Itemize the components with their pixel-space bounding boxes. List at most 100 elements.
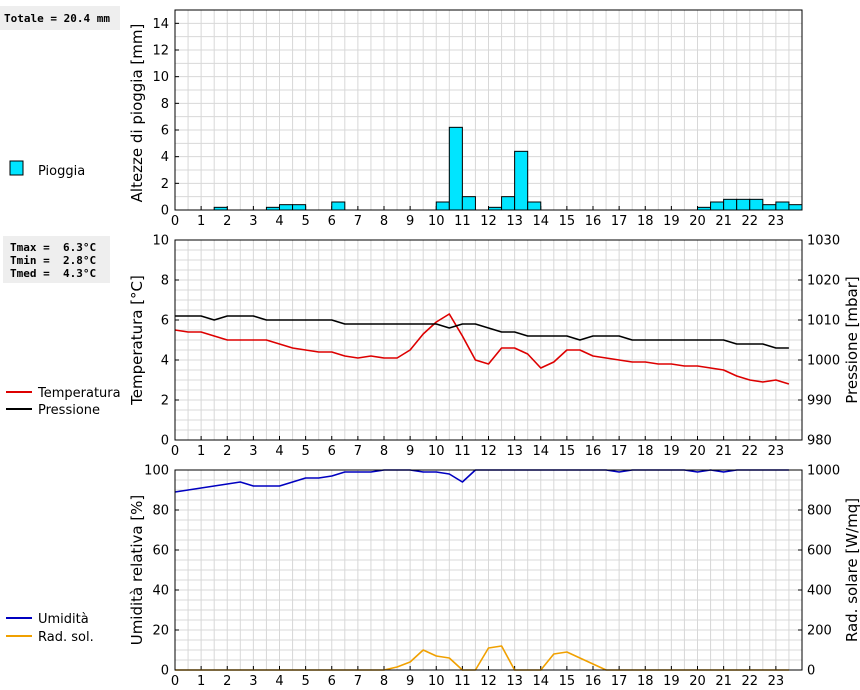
rain-bar bbox=[461, 196, 476, 211]
rain-xtick-label: 18 bbox=[637, 214, 654, 229]
humidity-y-axis-title: Umidità relativa [%] bbox=[128, 495, 146, 646]
rain-xtick-label: 8 bbox=[380, 214, 388, 229]
temp-xtick-label: 22 bbox=[741, 444, 758, 459]
rain-bar bbox=[762, 204, 777, 211]
humidity-solar-panel: Umidità relativa [%] Rad. solare [W/mq] … bbox=[128, 464, 860, 690]
hum-xtick-label: 11 bbox=[454, 674, 471, 689]
rain-bar bbox=[736, 198, 751, 211]
rain-bar bbox=[788, 204, 803, 211]
rain-bar bbox=[448, 126, 463, 211]
solar-y-axis-title: Rad. solare [W/mq] bbox=[843, 498, 860, 642]
temp-xtick-label: 11 bbox=[454, 444, 471, 459]
rain-bar bbox=[501, 196, 516, 211]
rain-xtick-label: 15 bbox=[559, 214, 576, 229]
rain-bar bbox=[514, 150, 529, 211]
temp-ytick-label: 0 bbox=[161, 434, 169, 449]
legend-rain-label: Pioggia bbox=[38, 164, 85, 179]
hum-y2tick-label: 200 bbox=[807, 624, 832, 639]
rain-ytick-label: 12 bbox=[152, 44, 169, 59]
rain-xtick-label: 23 bbox=[768, 214, 785, 229]
rain-bar bbox=[749, 198, 764, 211]
hum-y2tick-label: 0 bbox=[807, 664, 815, 679]
legend-pressure-label: Pressione bbox=[38, 403, 100, 418]
rain-xtick-label: 1 bbox=[197, 214, 205, 229]
rain-y-axis-title: Altezze di pioggia [mm] bbox=[128, 24, 146, 203]
temp-ytick-label: 8 bbox=[161, 274, 169, 289]
rain-xtick-label: 22 bbox=[741, 214, 758, 229]
rain-xtick-label: 10 bbox=[428, 214, 445, 229]
hum-xtick-label: 10 bbox=[428, 674, 445, 689]
temp-xtick-label: 6 bbox=[328, 444, 336, 459]
hum-ytick-label: 20 bbox=[152, 624, 169, 639]
hum-xtick-label: 2 bbox=[223, 674, 231, 689]
rain-ytick-label: 8 bbox=[161, 97, 169, 112]
rain-bar bbox=[279, 204, 294, 211]
temp-y2tick-label: 1020 bbox=[807, 274, 840, 289]
tmed-label: Tmed = 4.3°C bbox=[10, 267, 96, 280]
rain-bar bbox=[710, 201, 725, 211]
rain-xtick-label: 14 bbox=[532, 214, 549, 229]
rain-bar bbox=[331, 201, 346, 211]
legend-humidity-label: Umidità bbox=[38, 612, 89, 627]
hum-xtick-label: 5 bbox=[301, 674, 309, 689]
rain-bar bbox=[527, 201, 542, 211]
rain-xtick-label: 5 bbox=[301, 214, 309, 229]
rain-xtick-label: 11 bbox=[454, 214, 471, 229]
hum-ytick-label: 40 bbox=[152, 584, 169, 599]
temp-xtick-label: 18 bbox=[637, 444, 654, 459]
hum-xtick-label: 17 bbox=[611, 674, 628, 689]
temp-ytick-label: 2 bbox=[161, 394, 169, 409]
rain-total-box bbox=[0, 6, 120, 30]
hum-xtick-label: 18 bbox=[637, 674, 654, 689]
rain-xtick-label: 19 bbox=[663, 214, 680, 229]
rain-bar bbox=[292, 204, 307, 211]
temp-xtick-label: 12 bbox=[480, 444, 497, 459]
hum-xtick-label: 6 bbox=[328, 674, 336, 689]
hum-plot-frame bbox=[174, 469, 803, 671]
temp-xtick-label: 14 bbox=[532, 444, 549, 459]
rain-ytick-label: 0 bbox=[161, 204, 169, 219]
hum-xtick-label: 1 bbox=[197, 674, 205, 689]
hum-xtick-label: 7 bbox=[354, 674, 362, 689]
hum-xtick-label: 21 bbox=[715, 674, 732, 689]
hum-xtick-label: 15 bbox=[559, 674, 576, 689]
temp-xtick-label: 17 bbox=[611, 444, 628, 459]
legend-rain-swatch bbox=[9, 160, 24, 176]
temp-xtick-label: 5 bbox=[301, 444, 309, 459]
temp-xtick-label: 19 bbox=[663, 444, 680, 459]
temp-y2tick-label: 980 bbox=[807, 434, 832, 449]
hum-xtick-label: 4 bbox=[275, 674, 283, 689]
temp-xtick-label: 8 bbox=[380, 444, 388, 459]
temp-xtick-label: 9 bbox=[406, 444, 414, 459]
rain-ytick-label: 4 bbox=[161, 150, 169, 165]
rain-bar bbox=[723, 198, 738, 211]
hum-ytick-label: 60 bbox=[152, 544, 169, 559]
rain-total-label: Totale = 20.4 mm bbox=[4, 12, 110, 25]
temperature-y-axis-title: Temperatura [°C] bbox=[128, 275, 146, 406]
pressure-y-axis-title: Pressione [mbar] bbox=[843, 276, 860, 404]
rain-plot-frame bbox=[174, 9, 803, 211]
rain-xtick-label: 3 bbox=[249, 214, 257, 229]
solar-radiation-line bbox=[175, 645, 789, 671]
rain-xtick-label: 4 bbox=[275, 214, 283, 229]
hum-xtick-label: 16 bbox=[585, 674, 602, 689]
rain-xtick-label: 16 bbox=[585, 214, 602, 229]
rain-bar bbox=[435, 201, 450, 211]
temp-ytick-label: 10 bbox=[152, 234, 169, 249]
temp-xtick-label: 16 bbox=[585, 444, 602, 459]
temp-xtick-label: 23 bbox=[768, 444, 785, 459]
rain-xtick-label: 13 bbox=[506, 214, 523, 229]
temp-y2tick-label: 990 bbox=[807, 394, 832, 409]
rain-bar bbox=[775, 201, 790, 211]
rain-xtick-label: 20 bbox=[689, 214, 706, 229]
rain-xtick-label: 2 bbox=[223, 214, 231, 229]
rain-xtick-label: 7 bbox=[354, 214, 362, 229]
temp-y2tick-label: 1010 bbox=[807, 314, 840, 329]
hum-xtick-label: 20 bbox=[689, 674, 706, 689]
hum-xtick-label: 12 bbox=[480, 674, 497, 689]
rain-xtick-label: 21 bbox=[715, 214, 732, 229]
temp-xtick-label: 2 bbox=[223, 444, 231, 459]
temp-ytick-label: 6 bbox=[161, 314, 169, 329]
